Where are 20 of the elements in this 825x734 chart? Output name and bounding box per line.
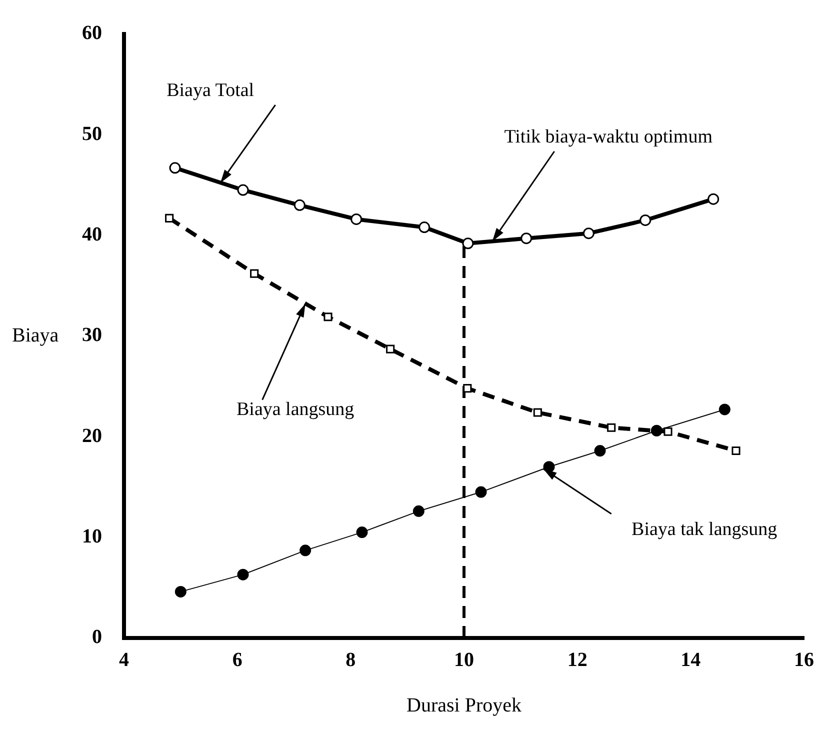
y-axis-title: Biaya (12, 324, 59, 346)
x-tick-label: 16 (794, 649, 814, 672)
y-tick-label: 40 (82, 224, 102, 246)
x-tick-label: 12 (567, 649, 588, 672)
x-tick-label: 14 (680, 649, 701, 672)
annotation: Biaya langsung (236, 398, 355, 420)
x-tick-label: 8 (346, 649, 356, 672)
y-tick-label: 0 (92, 626, 102, 648)
x-tick-label: 10 (454, 649, 474, 672)
x-tick-label: 4 (119, 649, 129, 672)
y-tick-label: 10 (82, 526, 102, 548)
annotation: Biaya tak langsung (632, 518, 778, 540)
y-tick-label: 50 (82, 122, 102, 145)
annotation: Titik biaya-waktu optimum (504, 126, 713, 148)
x-axis-title: Durasi Proyek (406, 694, 522, 716)
y-tick-label: 20 (82, 424, 102, 447)
y-tick-label: 60 (82, 22, 102, 44)
annotation: Biaya Total (166, 80, 254, 101)
y-tick-label: 30 (82, 324, 102, 346)
x-tick-label: 6 (232, 649, 242, 672)
